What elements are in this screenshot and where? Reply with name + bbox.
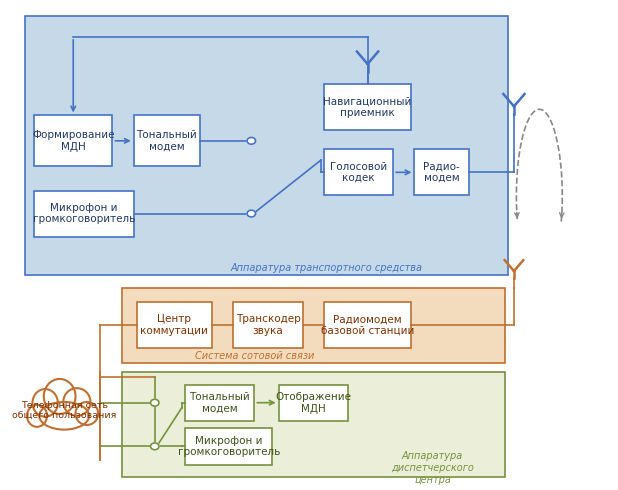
Circle shape	[247, 137, 256, 144]
Text: Транскодер
звука: Транскодер звука	[235, 314, 300, 336]
Circle shape	[151, 443, 159, 450]
FancyBboxPatch shape	[133, 115, 200, 166]
Ellipse shape	[44, 379, 75, 414]
FancyBboxPatch shape	[414, 149, 468, 196]
FancyBboxPatch shape	[25, 16, 508, 275]
Text: Радиомодем
базовой станции: Радиомодем базовой станции	[321, 314, 414, 336]
FancyBboxPatch shape	[34, 115, 112, 166]
FancyBboxPatch shape	[324, 149, 393, 196]
Text: Микрофон и
громкоговоритель: Микрофон и громкоговоритель	[33, 203, 135, 224]
Text: Голосовой
кодек: Голосовой кодек	[330, 162, 387, 183]
FancyBboxPatch shape	[324, 84, 412, 130]
Text: Формирование
МДН: Формирование МДН	[32, 130, 114, 151]
Text: Телефонная сеть
общего пользования: Телефонная сеть общего пользования	[12, 401, 116, 421]
FancyBboxPatch shape	[137, 302, 212, 348]
Text: Аппаратура
диспетчерского
центра: Аппаратура диспетчерского центра	[391, 451, 474, 485]
FancyBboxPatch shape	[279, 385, 348, 421]
Ellipse shape	[63, 388, 90, 416]
FancyBboxPatch shape	[122, 372, 505, 477]
Text: Тональный
модем: Тональный модем	[137, 130, 197, 151]
Text: Навигационный
приемник: Навигационный приемник	[323, 96, 412, 118]
Ellipse shape	[33, 389, 58, 416]
Ellipse shape	[40, 402, 89, 430]
FancyBboxPatch shape	[324, 302, 412, 348]
Ellipse shape	[27, 405, 47, 427]
FancyBboxPatch shape	[233, 302, 303, 348]
FancyBboxPatch shape	[185, 385, 255, 421]
Circle shape	[151, 399, 159, 406]
Text: Центр
коммутации: Центр коммутации	[140, 314, 208, 336]
Ellipse shape	[75, 402, 98, 425]
Text: Аппаратура транспортного средства: Аппаратура транспортного средства	[231, 263, 423, 273]
FancyBboxPatch shape	[34, 191, 133, 237]
Circle shape	[247, 210, 256, 217]
Text: Радио-
модем: Радио- модем	[423, 162, 460, 183]
FancyBboxPatch shape	[185, 428, 273, 465]
Text: Отображение
МДН: Отображение МДН	[275, 392, 351, 414]
Text: Система сотовой связи: Система сотовой связи	[195, 351, 314, 361]
Text: Микрофон и
громкоговоритель: Микрофон и громкоговоритель	[177, 436, 280, 457]
FancyBboxPatch shape	[122, 288, 505, 363]
Text: Тональный
модем: Тональный модем	[189, 392, 250, 414]
